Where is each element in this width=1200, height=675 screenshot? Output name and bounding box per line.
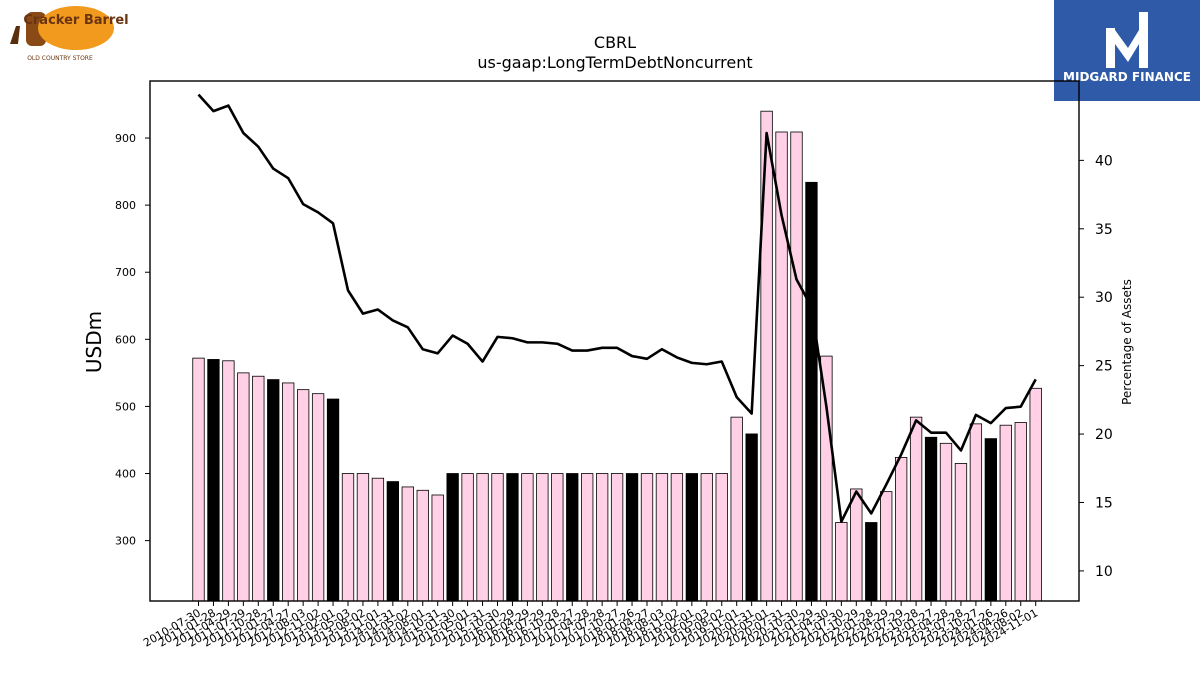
y2-tick-label: 40 — [1095, 153, 1113, 169]
company-logo-subtext: OLD COUNTRY STORE — [27, 55, 93, 62]
y-tick-label: 900 — [115, 132, 136, 145]
cracker-barrel-logo: Cracker Barrel OLD COUNTRY STORE — [10, 6, 129, 62]
bar — [461, 473, 474, 602]
company-logo-text: Cracker Barrel — [23, 13, 128, 28]
y2-tick-label: 20 — [1095, 427, 1113, 443]
bar — [446, 473, 459, 602]
bar — [880, 491, 893, 602]
percentage-line — [197, 93, 1037, 523]
bar — [311, 393, 325, 602]
y2-tick-label: 25 — [1095, 359, 1113, 375]
chart-title: CBRL — [594, 33, 636, 52]
y2-tick-label: 15 — [1095, 495, 1113, 511]
bar — [610, 473, 624, 602]
bar — [700, 473, 713, 602]
bar — [371, 477, 385, 602]
bar — [715, 473, 728, 602]
y-axis-ticks: 300 400 500 600 700 800 900 — [115, 132, 150, 548]
x-axis-ticks: 2010-07-302011-01-282011-04-292011-07-29… — [141, 601, 1040, 650]
bar — [984, 438, 997, 602]
bar — [506, 473, 519, 602]
y2-axis-label: Percentage of Assets — [1120, 279, 1134, 405]
bar — [865, 522, 878, 602]
bar — [805, 181, 818, 602]
axes — [149, 80, 1080, 602]
bar — [820, 355, 833, 602]
bar — [192, 357, 205, 602]
bar — [386, 481, 400, 602]
bar — [566, 473, 579, 602]
y2-tick-label: 30 — [1095, 290, 1113, 306]
y-tick-label: 700 — [115, 266, 136, 279]
bar — [685, 473, 698, 602]
bar — [670, 473, 684, 602]
y-tick-label: 800 — [115, 199, 136, 212]
bar — [252, 375, 265, 602]
bar — [909, 416, 923, 602]
bar — [536, 473, 549, 602]
chart-subtitle: us-gaap:LongTermDebtNoncurrent — [477, 53, 752, 72]
bar — [835, 522, 848, 602]
bar — [237, 372, 250, 602]
bar — [745, 433, 758, 602]
bar — [999, 424, 1012, 602]
bar — [222, 360, 235, 602]
bar — [730, 416, 743, 602]
y2-tick-label: 35 — [1095, 222, 1113, 238]
bar — [521, 473, 534, 602]
bar — [431, 494, 444, 602]
y-axis-label: USDm — [82, 311, 106, 373]
bar-series — [192, 110, 1042, 602]
bar — [850, 488, 863, 602]
bar — [551, 473, 564, 602]
line-series — [197, 93, 1037, 523]
bar — [790, 131, 803, 602]
bar — [895, 457, 908, 602]
bar — [596, 473, 609, 602]
y-tick-label: 400 — [115, 468, 136, 481]
bar — [581, 473, 594, 602]
bar — [969, 423, 983, 602]
bar — [625, 473, 639, 602]
y-tick-label: 300 — [115, 535, 136, 548]
bar — [1029, 387, 1042, 602]
bar — [356, 473, 370, 602]
bar — [476, 473, 489, 602]
bar — [296, 389, 310, 602]
bar — [326, 398, 340, 602]
bar — [282, 382, 295, 602]
bar — [341, 473, 355, 602]
bar — [924, 436, 938, 602]
bar — [640, 473, 654, 602]
finance-logo-text: MIDGARD FINANCE — [1063, 70, 1191, 84]
midgard-finance-logo: MIDGARD FINANCE — [1054, 0, 1200, 101]
y-tick-label: 600 — [115, 333, 136, 346]
bar — [939, 442, 953, 602]
y2-tick-label: 10 — [1095, 564, 1113, 580]
plot-frame — [149, 80, 1080, 602]
y2-axis-ticks: 10 15 20 25 30 35 40 — [1079, 153, 1113, 580]
bar — [416, 489, 429, 602]
y-tick-label: 500 — [115, 400, 136, 413]
bar — [401, 486, 414, 602]
bar — [775, 131, 788, 602]
bar — [207, 359, 220, 602]
bar — [491, 473, 504, 602]
bar — [954, 463, 968, 602]
bar — [267, 379, 280, 602]
bar — [655, 473, 669, 602]
bar — [1014, 422, 1027, 602]
